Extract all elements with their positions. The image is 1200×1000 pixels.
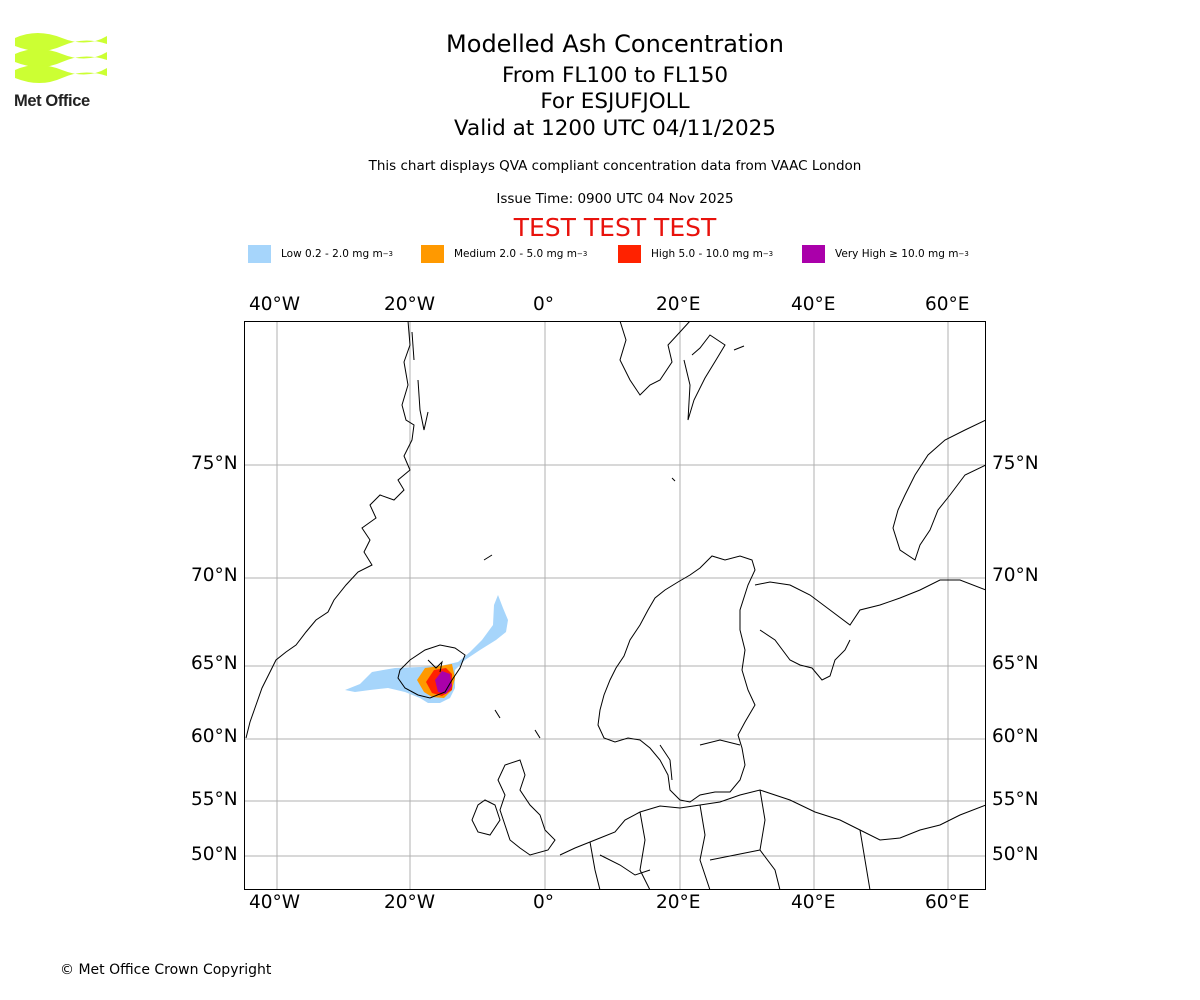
legend-item-high: High 5.0 - 10.0 mg m −3 bbox=[618, 244, 773, 264]
lon-label-bottom-40w: 40°W bbox=[249, 892, 301, 913]
lon-label-bottom-0: 0° bbox=[533, 892, 555, 913]
lon-label-top-40w: 40°W bbox=[249, 294, 301, 315]
valid-time: Valid at 1200 UTC 04/11/2025 bbox=[453, 116, 776, 141]
lat-label-left-70n: 70°N bbox=[191, 565, 238, 586]
lon-label-top-20e: 20°E bbox=[656, 294, 701, 315]
map-frame bbox=[244, 321, 986, 890]
lon-label-bottom-20w: 20°W bbox=[384, 892, 436, 913]
lat-label-right-65n: 65°N bbox=[992, 653, 1039, 674]
ash-low-region bbox=[345, 595, 508, 703]
lon-label-top-20w: 20°W bbox=[384, 294, 436, 315]
legend-label-low: Low 0.2 - 2.0 mg m bbox=[281, 248, 383, 260]
lon-label-bottom-60e: 60°E bbox=[925, 892, 970, 913]
lat-label-right-55n: 55°N bbox=[992, 789, 1039, 810]
issue-time: Issue Time: 0900 UTC 04 Nov 2025 bbox=[496, 191, 734, 207]
legend-label-medium: Medium 2.0 - 5.0 mg m bbox=[454, 248, 577, 260]
lat-label-right-60n: 60°N bbox=[992, 726, 1039, 747]
legend-swatch-high bbox=[618, 245, 641, 263]
lon-label-top-40e: 40°E bbox=[791, 294, 836, 315]
legend-swatch-medium bbox=[421, 245, 444, 263]
lon-label-bottom-20e: 20°E bbox=[656, 892, 701, 913]
legend-swatch-very-high bbox=[802, 245, 825, 263]
lat-label-left-55n: 55°N bbox=[191, 789, 238, 810]
lat-label-left-50n: 50°N bbox=[191, 844, 238, 865]
lat-label-right-50n: 50°N bbox=[992, 844, 1039, 865]
legend-item-medium: Medium 2.0 - 5.0 mg m −3 bbox=[421, 244, 587, 264]
logo-text: Met Office bbox=[14, 92, 90, 110]
lon-label-top-60e: 60°E bbox=[925, 294, 970, 315]
lon-label-bottom-40e: 40°E bbox=[791, 892, 836, 913]
lat-label-left-60n: 60°N bbox=[191, 726, 238, 747]
legend-label-high: High 5.0 - 10.0 mg m bbox=[651, 248, 763, 260]
legend-label-very-high: Very High ≥ 10.0 mg m bbox=[835, 248, 959, 260]
met-office-logo bbox=[15, 33, 107, 83]
lat-label-left-75n: 75°N bbox=[191, 453, 238, 474]
lat-label-right-75n: 75°N bbox=[992, 453, 1039, 474]
compliance-note: This chart displays QVA compliant concen… bbox=[368, 158, 862, 174]
lon-label-top-0: 0° bbox=[533, 294, 555, 315]
volcano-name: For ESJUFJOLL bbox=[540, 89, 690, 114]
legend-swatch-low bbox=[248, 245, 271, 263]
coastlines bbox=[245, 321, 986, 890]
lat-label-left-65n: 65°N bbox=[191, 653, 238, 674]
lat-label-right-70n: 70°N bbox=[992, 565, 1039, 586]
gridlines bbox=[244, 321, 986, 890]
legend-item-low: Low 0.2 - 2.0 mg m −3 bbox=[248, 244, 393, 264]
legend-item-very-high: Very High ≥ 10.0 mg m −3 bbox=[802, 244, 969, 264]
flight-levels: From FL100 to FL150 bbox=[501, 63, 729, 88]
copyright: © Met Office Crown Copyright bbox=[60, 962, 272, 978]
test-banner: TEST TEST TEST bbox=[513, 213, 717, 242]
chart-title: Modelled Ash Concentration bbox=[446, 30, 784, 58]
